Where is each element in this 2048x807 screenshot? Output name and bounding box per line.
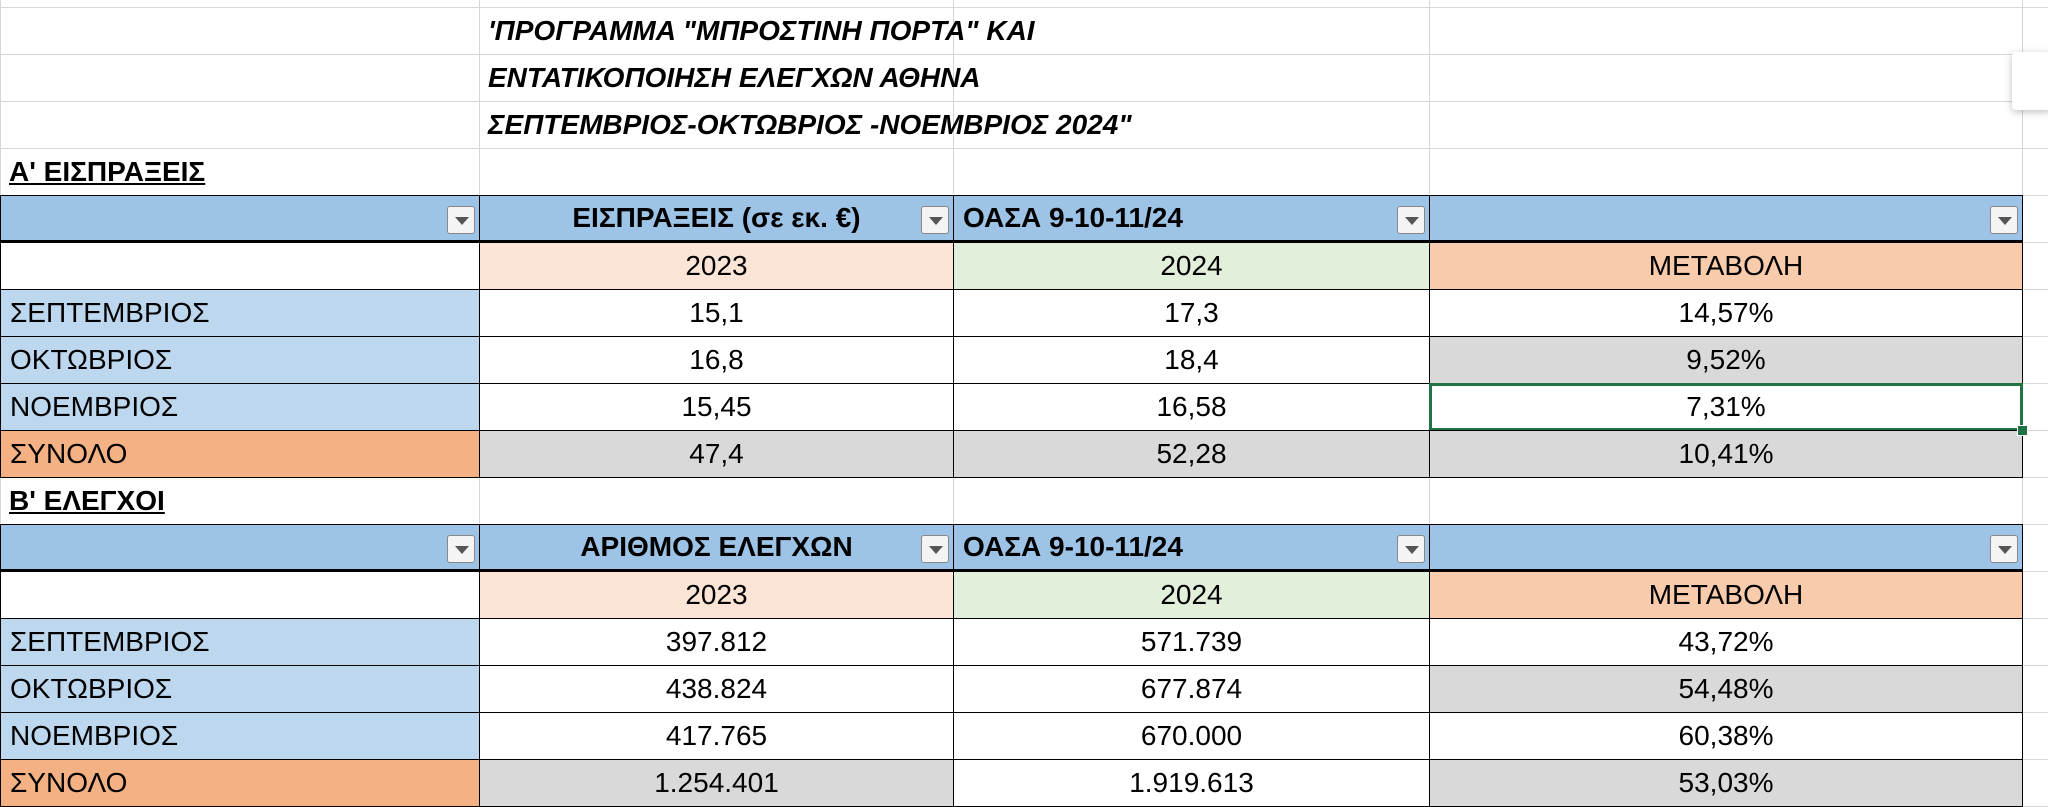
value-cell[interactable]: 52,28	[953, 430, 1430, 478]
filter-button[interactable]	[921, 535, 949, 563]
title-line: ΕΝΤΑΤΙΚΟΠΟΙΗΣΗ ΕΛΕΓΧΩΝ ΑΘΗΝΑ	[488, 62, 981, 93]
header-cell[interactable]: ΕΙΣΠΡΑΞΕΙΣ (σε εκ. €)	[479, 195, 954, 243]
filter-button[interactable]	[1990, 206, 2018, 234]
year-header: 2023	[479, 571, 954, 619]
grid-row	[0, 7, 2048, 8]
grid-row	[0, 54, 2048, 55]
value-cell[interactable]: 10,41%	[1429, 430, 2023, 478]
value-cell[interactable]: 7,31%	[1429, 383, 2023, 431]
value-cell[interactable]: 16,58	[953, 383, 1430, 431]
header-cell[interactable]: ΑΡΙΘΜΟΣ ΕΛΕΓΧΩΝ	[479, 524, 954, 572]
filter-button[interactable]	[1990, 535, 2018, 563]
month-label: ΝΟΕΜΒΡΙΟΣ	[0, 712, 480, 760]
value-cell[interactable]: 397.812	[479, 618, 954, 666]
section-heading: Α' ΕΙΣΠΡΑΞΕΙΣ	[9, 156, 206, 187]
title-line: ΣΕΠΤΕΜΒΡΙΟΣ-ΟΚΤΩΒΡΙΟΣ -ΝΟΕΜΒΡΙΟΣ 2024"	[488, 109, 1132, 140]
total-label: ΣΥΝΟΛΟ	[0, 430, 480, 478]
filter-button[interactable]	[1397, 535, 1425, 563]
header-cell[interactable]	[1429, 524, 2023, 572]
sub-cell	[0, 242, 480, 290]
value-cell[interactable]: 9,52%	[1429, 336, 2023, 384]
title-line: 'ΠΡΟΓΡΑΜΜΑ "ΜΠΡΟΣΤΙΝΗ ΠΟΡΤΑ" ΚΑΙ	[488, 15, 1035, 46]
filter-button[interactable]	[447, 535, 475, 563]
year-header: 2024	[953, 242, 1430, 290]
year-header: ΜΕΤΑΒΟΛΗ	[1429, 242, 2023, 290]
selection-handle[interactable]	[2017, 425, 2028, 436]
value-cell[interactable]: 417.765	[479, 712, 954, 760]
value-cell[interactable]: 571.739	[953, 618, 1430, 666]
value-cell[interactable]: 1.254.401	[479, 759, 954, 807]
floating-panel	[2012, 52, 2048, 110]
year-header: 2023	[479, 242, 954, 290]
month-label: ΣΕΠΤΕΜΒΡΙΟΣ	[0, 618, 480, 666]
value-cell[interactable]: 438.824	[479, 665, 954, 713]
value-cell[interactable]: 16,8	[479, 336, 954, 384]
value-cell[interactable]: 14,57%	[1429, 289, 2023, 337]
value-cell[interactable]: 17,3	[953, 289, 1430, 337]
value-cell[interactable]: 54,48%	[1429, 665, 2023, 713]
month-label: ΟΚΤΩΒΡΙΟΣ	[0, 336, 480, 384]
value-cell[interactable]: 60,38%	[1429, 712, 2023, 760]
month-label: ΣΕΠΤΕΜΒΡΙΟΣ	[0, 289, 480, 337]
section-heading: Β' ΕΛΕΓΧΟΙ	[9, 485, 165, 516]
value-cell[interactable]: 18,4	[953, 336, 1430, 384]
header-cell[interactable]: ΟΑΣΑ 9-10-11/24	[953, 195, 1430, 243]
value-cell[interactable]: 15,1	[479, 289, 954, 337]
value-cell[interactable]: 47,4	[479, 430, 954, 478]
sub-cell	[0, 571, 480, 619]
total-label: ΣΥΝΟΛΟ	[0, 759, 480, 807]
value-cell[interactable]: 53,03%	[1429, 759, 2023, 807]
grid-row	[0, 148, 2048, 149]
value-cell[interactable]: 677.874	[953, 665, 1430, 713]
value-cell[interactable]: 670.000	[953, 712, 1430, 760]
year-header: 2024	[953, 571, 1430, 619]
filter-button[interactable]	[921, 206, 949, 234]
value-cell[interactable]: 43,72%	[1429, 618, 2023, 666]
header-cell[interactable]	[0, 524, 480, 572]
filter-button[interactable]	[447, 206, 475, 234]
header-cell[interactable]	[1429, 195, 2023, 243]
value-cell[interactable]: 1.919.613	[953, 759, 1430, 807]
year-header: ΜΕΤΑΒΟΛΗ	[1429, 571, 2023, 619]
header-cell[interactable]	[0, 195, 480, 243]
month-label: ΝΟΕΜΒΡΙΟΣ	[0, 383, 480, 431]
month-label: ΟΚΤΩΒΡΙΟΣ	[0, 665, 480, 713]
grid-row	[0, 101, 2048, 102]
header-cell[interactable]: ΟΑΣΑ 9-10-11/24	[953, 524, 1430, 572]
value-cell[interactable]: 15,45	[479, 383, 954, 431]
filter-button[interactable]	[1397, 206, 1425, 234]
